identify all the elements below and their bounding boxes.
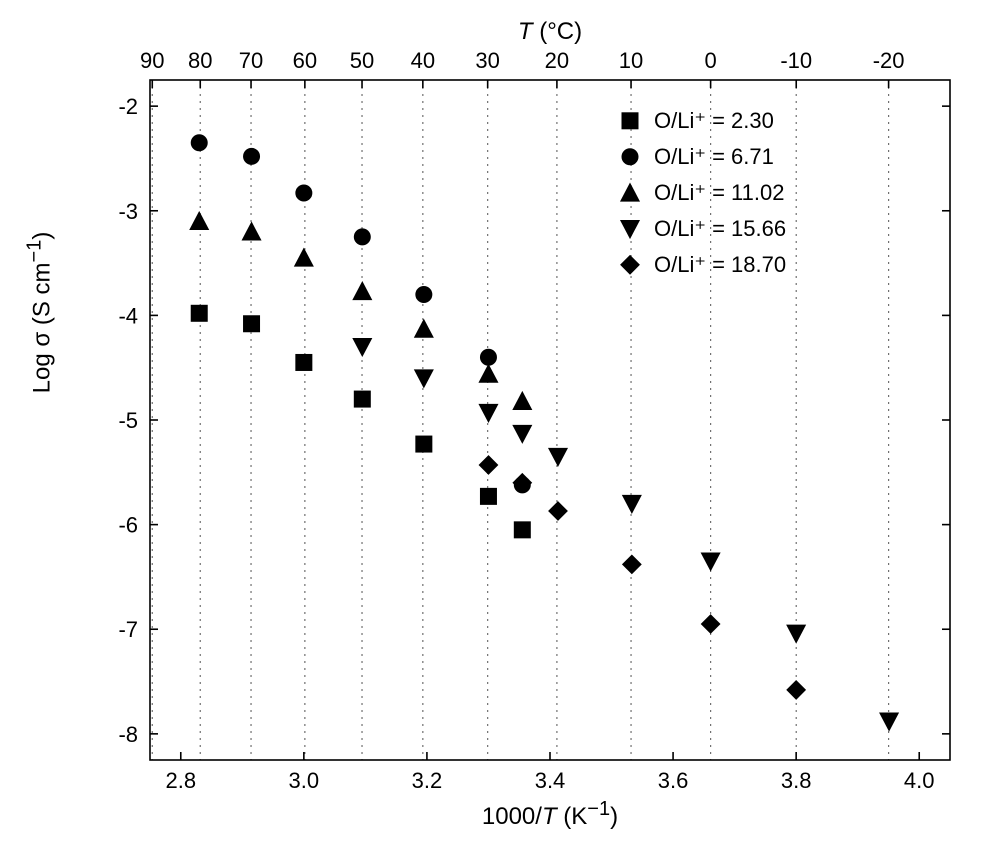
y-tick-label: -7	[118, 617, 138, 642]
x-top-tick-label: 40	[411, 48, 435, 73]
x-top-tick-label: -10	[780, 48, 812, 73]
x-top-tick-label: 10	[619, 48, 643, 73]
y-tick-label: -2	[118, 94, 138, 119]
legend-label: O/Li⁺ = 2.30	[654, 108, 774, 133]
y-tick-label: -3	[118, 199, 138, 224]
x-top-tick-label: -20	[873, 48, 905, 73]
x-bottom-tick-label: 3.4	[535, 768, 566, 793]
x-bottom-tick-label: 3.2	[412, 768, 443, 793]
legend-label: O/Li⁺ = 6.71	[654, 144, 774, 169]
legend-label: O/Li⁺ = 15.66	[654, 216, 786, 241]
legend-label: O/Li⁺ = 11.02	[654, 180, 784, 205]
x-top-tick-label: 50	[350, 48, 374, 73]
x-top-tick-label: 90	[140, 48, 164, 73]
x-top-tick-label: 30	[475, 48, 499, 73]
x-bottom-tick-label: 3.6	[658, 768, 689, 793]
y-axis-title: Log σ (S cm−1)	[24, 203, 57, 423]
legend-label: O/Li⁺ = 18.70	[654, 252, 786, 277]
x-top-tick-label: 80	[188, 48, 212, 73]
y-tick-label: -4	[118, 303, 138, 328]
x-top-tick-label: 20	[545, 48, 569, 73]
x-axis-top-title: T (°C)	[490, 18, 610, 46]
x-top-tick-label: 70	[239, 48, 263, 73]
x-axis-bottom-title: 1000/T (K−1)	[450, 798, 650, 831]
arrhenius-scatter-chart: 2.83.03.23.43.63.84.09080706050403020100…	[0, 0, 1000, 849]
x-top-tick-label: 60	[293, 48, 317, 73]
x-top-tick-label: 0	[704, 48, 716, 73]
y-tick-label: -8	[118, 722, 138, 747]
y-tick-label: -6	[118, 513, 138, 538]
x-bottom-tick-label: 2.8	[165, 768, 196, 793]
x-bottom-tick-label: 4.0	[904, 768, 935, 793]
x-bottom-tick-label: 3.8	[781, 768, 812, 793]
y-tick-label: -5	[118, 408, 138, 433]
x-bottom-tick-label: 3.0	[289, 768, 320, 793]
